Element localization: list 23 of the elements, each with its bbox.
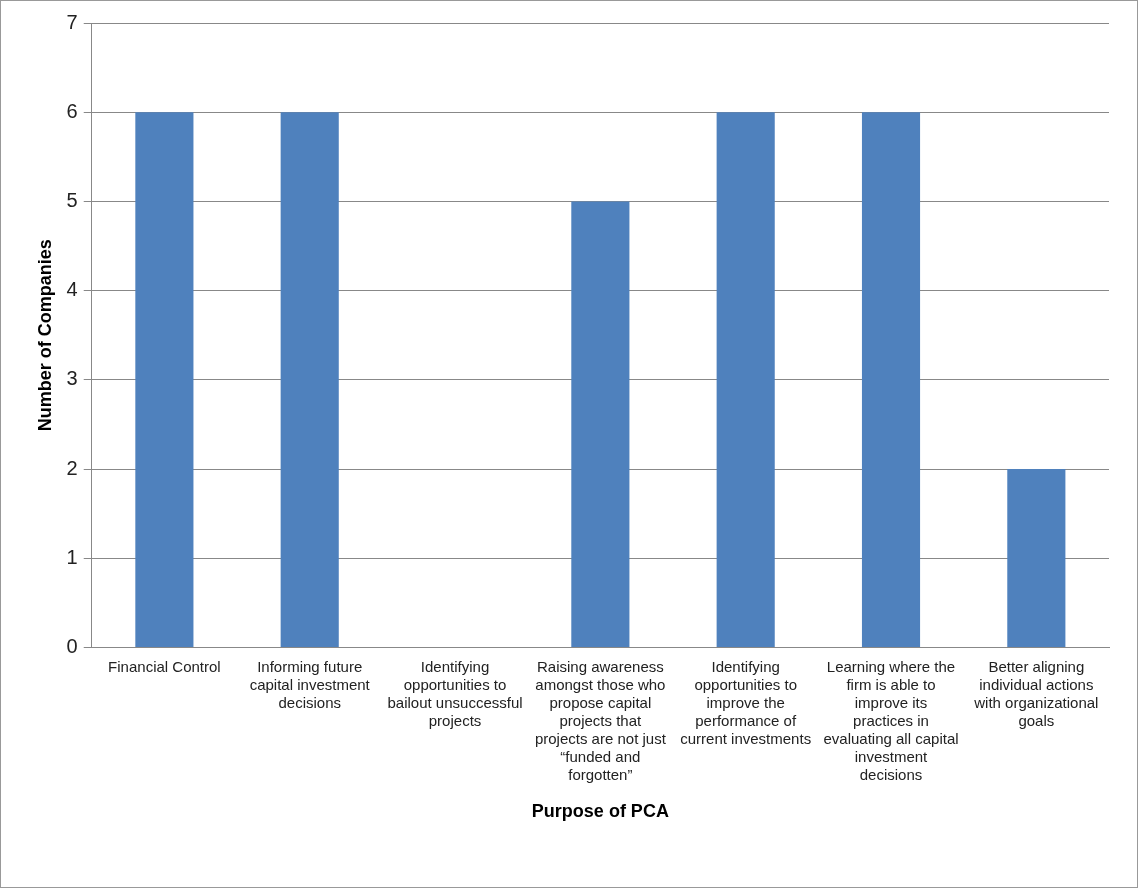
x-tick-label: Raising awareness amongst those who propose capital projects that projects are not just “funded and forgotten” — [534, 657, 667, 783]
x-tick-label: Identifying opportunities to improve the performance of current investments — [680, 657, 812, 747]
y-tick-label: 5 — [66, 188, 78, 211]
y-tick-label: 7 — [66, 10, 78, 33]
x-tick-label: Identifying opportunities to bailout unsuccessful projects — [387, 657, 523, 729]
y-tick-label: 1 — [66, 545, 78, 568]
y-tick-label: 3 — [66, 367, 78, 390]
bar — [571, 201, 630, 647]
bar — [1007, 469, 1066, 647]
x-tick-label: Financial Control — [108, 657, 221, 675]
y-tick-label: 6 — [66, 99, 78, 122]
x-axis-title: Purpose of PCA — [531, 801, 669, 822]
y-tick-label: 2 — [66, 456, 78, 479]
x-tick-label: Learning where the firm is able to improve its practices in evaluating all capital investment decisions — [823, 657, 959, 783]
bar — [861, 112, 921, 647]
y-tick-label: 4 — [66, 278, 78, 301]
bar — [135, 112, 194, 647]
y-axis-title: Number of Companies — [34, 239, 55, 432]
bar — [716, 112, 775, 647]
y-tick-label: 0 — [66, 634, 78, 657]
x-tick-label: Informing future capital investment decisions — [249, 657, 371, 711]
bar — [280, 112, 339, 647]
x-tick-label: Better aligning individual actions with organizational goals — [973, 657, 1099, 729]
